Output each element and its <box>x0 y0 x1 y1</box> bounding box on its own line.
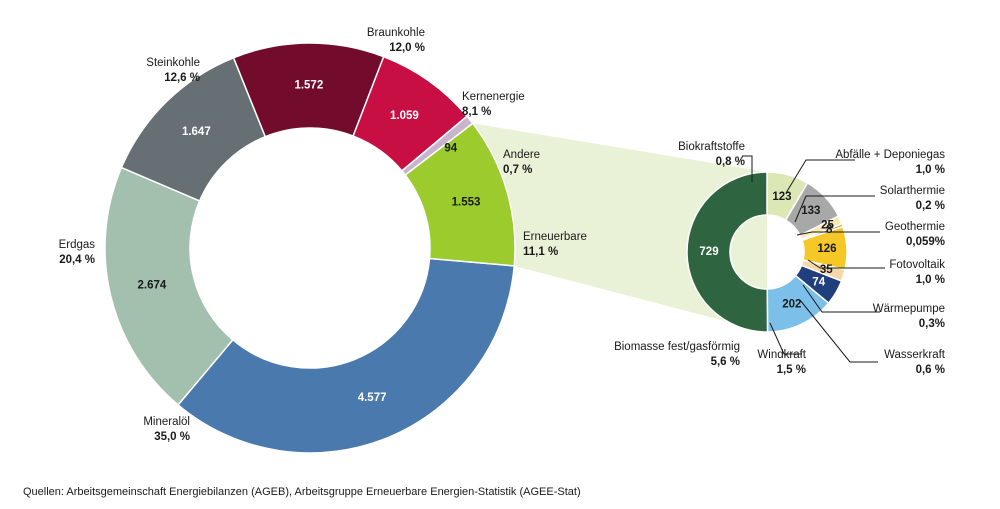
slice-mineraloel <box>177 257 516 454</box>
value-label-windkraft: 202 <box>782 298 801 310</box>
category-share-biomasse-fest-gasfoermig: 5,6 % <box>711 356 740 368</box>
category-name-biomasse-fest-gasfoermig: Biomasse fest/gasförmig <box>614 341 740 353</box>
category-share-biokraftstoffe: 0,8 % <box>716 156 745 168</box>
slice-erneuerbare <box>404 122 516 267</box>
value-label-erneuerbare: 1.553 <box>452 197 481 209</box>
category-name-waermepumpe: Wärmepumpe <box>873 303 945 315</box>
category-name-steinkohle: Steinkohle <box>146 57 200 69</box>
category-share-erneuerbare: 11,1 % <box>523 246 558 258</box>
category-share-andere: 0,7 % <box>503 164 532 176</box>
value-label-solarthermie: 25 <box>821 220 834 232</box>
value-label-biokraftstoffe: 123 <box>772 191 791 203</box>
value-label-wasserkraft: 74 <box>812 276 825 288</box>
category-name-fotovoltaik: Fotovoltaik <box>889 259 945 271</box>
category-share-waermepumpe: 0,3% <box>919 318 945 330</box>
category-share-geothermie: 0,059% <box>906 236 945 248</box>
value-label-abfaelle-deponiegas: 133 <box>801 205 820 217</box>
category-share-solarthermie: 0,2 % <box>916 200 945 212</box>
category-share-windkraft: 1,5 % <box>777 364 806 376</box>
value-label-geothermie: 8 <box>826 224 833 236</box>
leader-line-biokraftstoffe <box>742 155 753 182</box>
value-label-andere: 94 <box>444 142 457 154</box>
category-name-braunkohle: Braunkohle <box>367 27 425 39</box>
category-share-wasserkraft: 0,6 % <box>916 364 945 376</box>
category-name-mineraloel: Mineralöl <box>143 416 190 428</box>
category-name-windkraft: Windkraft <box>757 349 806 361</box>
category-name-geothermie: Geothermie <box>885 221 945 233</box>
leader-line-abfaelle-deponiegas <box>785 159 855 194</box>
category-name-biokraftstoffe: Biokraftstoffe <box>678 141 745 153</box>
category-share-kernenergie: 8,1 % <box>462 106 491 118</box>
category-share-fotovoltaik: 1,0 % <box>916 274 945 286</box>
value-label-mineraloel: 4.577 <box>358 392 387 404</box>
category-name-abfaelle-deponiegas: Abfälle + Deponiegas <box>835 149 945 161</box>
category-labels: Mineralöl 35,0 % Erdgas 20,4 % Steinkohle 12,… <box>59 27 946 443</box>
leader-line-waermepumpe <box>802 284 880 313</box>
category-name-erdgas: Erdgas <box>59 239 96 251</box>
leader-line-windkraft <box>769 322 802 355</box>
leader-line-fotovoltaik <box>807 259 885 269</box>
category-share-steinkohle: 12,6 % <box>164 72 200 84</box>
leader-line-solarthermie <box>794 195 875 223</box>
category-name-andere: Andere <box>503 149 540 161</box>
value-label-fotovoltaik: 126 <box>817 243 836 255</box>
value-label-erdgas: 2.674 <box>138 280 167 292</box>
main-donut-chart: 4.577 2.674 1.647 1.572 1.059 94 1.553 <box>104 42 516 454</box>
value-label-steinkohle: 1.647 <box>182 126 211 138</box>
value-label-biomasse-fest-gasfoermig: 729 <box>699 246 718 258</box>
category-name-erneuerbare: Erneuerbare <box>523 231 587 243</box>
slice-erdgas <box>104 166 234 406</box>
category-name-kernenergie: Kernenergie <box>462 91 525 103</box>
category-share-braunkohle: 12,0 % <box>389 42 425 54</box>
category-name-solarthermie: Solarthermie <box>880 185 945 197</box>
category-name-wasserkraft: Wasserkraft <box>884 349 946 361</box>
category-share-abfaelle-deponiegas: 1,0 % <box>916 164 945 176</box>
slice-biomasse-fest-gasfoermig <box>686 171 769 333</box>
category-share-mineraloel: 35,0 % <box>154 431 190 443</box>
leader-line-geothermie <box>796 231 880 236</box>
leader-lines <box>742 155 885 363</box>
value-label-kernenergie: 1.059 <box>390 110 419 122</box>
value-label-waermepumpe: 35 <box>820 264 833 276</box>
source-note: Quellen: Arbeitsgemeinschaft Energiebila… <box>23 486 581 498</box>
value-label-braunkohle: 1.572 <box>294 80 323 92</box>
leader-line-wasserkraft <box>799 299 878 363</box>
category-share-erdgas: 20,4 % <box>59 254 95 266</box>
